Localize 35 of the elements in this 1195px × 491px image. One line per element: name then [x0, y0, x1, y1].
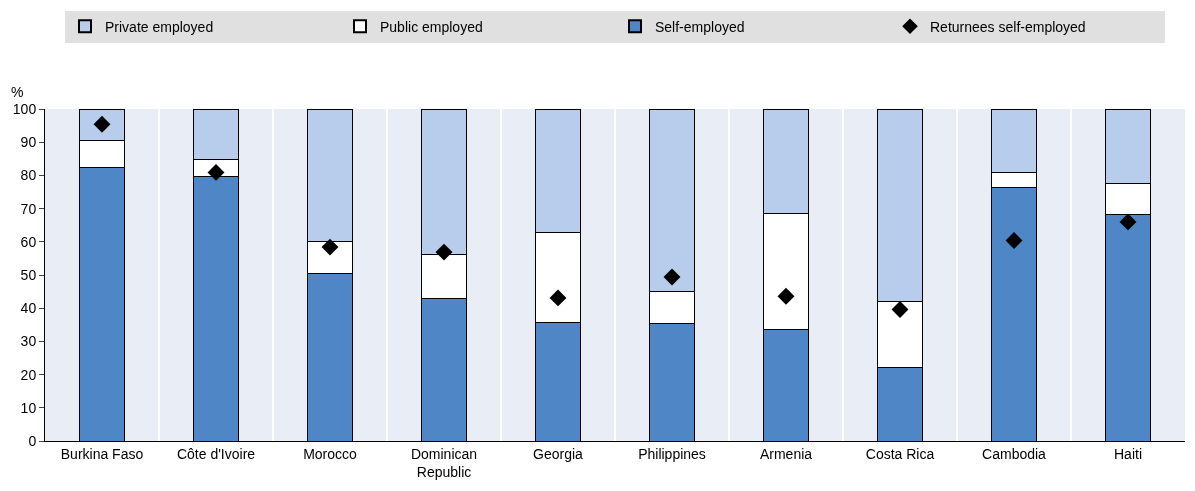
- y-tick-label: 100: [12, 100, 37, 117]
- x-tick-label: Armenia: [759, 445, 813, 462]
- legend-label: Public employed: [380, 18, 483, 35]
- x-tick-label: Côte d'Ivoire: [176, 445, 256, 462]
- point: [1005, 232, 1023, 249]
- y-tick-label: 0: [28, 432, 37, 449]
- y-tick-label: 90: [20, 134, 37, 151]
- y-tick-label: 10: [20, 399, 37, 416]
- point: [207, 163, 225, 181]
- x-tick-label: Cambodia: [982, 445, 1047, 462]
- y-tick-label: 30: [20, 333, 37, 350]
- y-tick-label: 40: [20, 300, 37, 317]
- point: [549, 289, 567, 307]
- x-tick-label: Dominican Republic: [410, 445, 478, 480]
- point: [1119, 213, 1137, 231]
- legend-label: Self-employed: [655, 18, 745, 35]
- x-tick-label: Morocco: [303, 445, 358, 462]
- point: [777, 287, 795, 305]
- y-axis-title: %: [11, 84, 24, 100]
- y-tick-label: 70: [20, 200, 37, 217]
- point: [435, 243, 453, 261]
- x-tick-label: Georgia: [533, 445, 584, 462]
- y-tick-label: 60: [20, 233, 37, 250]
- legend-label: Private employed: [105, 18, 214, 35]
- point: [663, 268, 681, 286]
- x-tick-label: Haiti: [1113, 445, 1143, 462]
- point: [321, 238, 339, 256]
- y-tick-label: 80: [20, 167, 37, 184]
- x-tick-label: Burkina Faso: [60, 445, 144, 462]
- y-tick-label: 20: [20, 366, 37, 383]
- x-tick-label: Philippines: [638, 445, 706, 462]
- x-tick-label: Costa Rica: [865, 445, 935, 462]
- y-tick-label: 50: [20, 266, 37, 283]
- point: [891, 301, 909, 318]
- legend-label: Returnees self-employed: [930, 18, 1086, 35]
